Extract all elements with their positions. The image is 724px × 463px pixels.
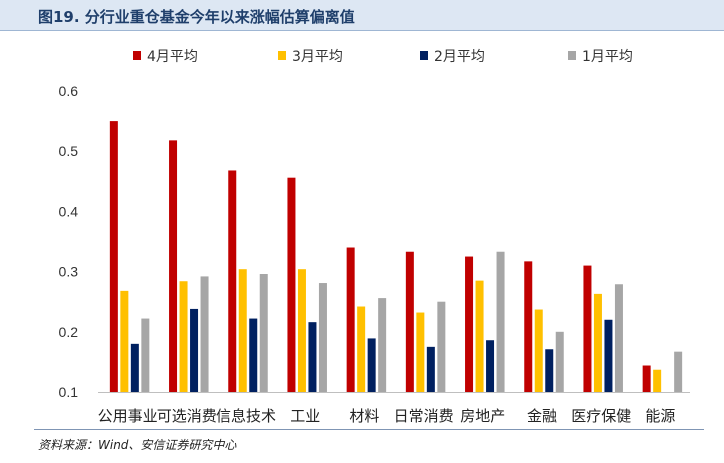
- bar: [228, 170, 237, 392]
- source-divider: [34, 429, 704, 430]
- y-tick-label: 0.6: [59, 83, 79, 99]
- bar: [583, 265, 592, 392]
- bar: [475, 280, 484, 392]
- legend-label: 2月平均: [434, 49, 485, 65]
- bar: [287, 177, 296, 392]
- y-tick-label: 0.5: [59, 143, 79, 159]
- bar: [141, 318, 150, 392]
- bar: [109, 121, 118, 392]
- figure-title: 图19. 分行业重仓基金今年以来涨幅估算偏离值: [38, 8, 355, 26]
- bar: [555, 331, 564, 392]
- bar: [169, 140, 178, 392]
- bar: [249, 318, 258, 392]
- bar: [426, 346, 435, 392]
- bar: [259, 274, 268, 392]
- bar: [200, 276, 209, 392]
- bar: [496, 251, 505, 392]
- bar: [130, 343, 139, 392]
- bar: [378, 298, 387, 392]
- x-tick-label: 房地产: [460, 407, 505, 425]
- source-note: 资料来源：Wind、安信证券研究中心: [38, 438, 237, 452]
- bar: [405, 251, 414, 392]
- bar: [367, 338, 376, 392]
- bar: [179, 281, 188, 392]
- bar: [357, 306, 366, 392]
- legend-label: 3月平均: [292, 49, 343, 65]
- bar: [614, 284, 623, 392]
- x-tick-label: 工业: [290, 407, 320, 425]
- bar: [465, 256, 474, 392]
- bar: [642, 365, 651, 392]
- title-bar: 图19. 分行业重仓基金今年以来涨幅估算偏离值: [0, 0, 724, 31]
- legend-label: 1月平均: [582, 49, 633, 65]
- x-tick-label: 信息技术: [216, 407, 276, 425]
- y-tick-label: 0.3: [59, 264, 79, 280]
- x-tick-label: 日常消费: [394, 407, 454, 425]
- legend-swatch: [420, 51, 428, 60]
- bar: [486, 340, 495, 392]
- bar: [545, 349, 554, 392]
- x-tick-label: 能源: [645, 407, 675, 425]
- legend-swatch: [278, 51, 286, 60]
- bar: [604, 319, 613, 392]
- x-tick-label: 可选消费: [157, 407, 217, 425]
- bar: [593, 293, 602, 392]
- bar: [534, 309, 543, 392]
- x-tick-label: 材料: [349, 407, 379, 425]
- legend-swatch: [568, 51, 576, 60]
- bar: [346, 247, 355, 392]
- x-tick-label: 公用事业: [98, 407, 158, 425]
- bar: [524, 261, 533, 392]
- bar: [120, 290, 129, 392]
- bar: [297, 269, 306, 392]
- y-tick-label: 0.4: [59, 203, 79, 219]
- bar: [674, 351, 683, 392]
- y-tick-label: 0.1: [59, 384, 79, 400]
- x-tick-label: 金融: [527, 407, 557, 425]
- legend-swatch: [133, 51, 141, 60]
- bar: [190, 308, 199, 392]
- bar: [238, 269, 247, 392]
- bar: [318, 283, 327, 392]
- bar: [416, 312, 425, 392]
- legend-label: 4月平均: [147, 49, 198, 65]
- bar: [308, 322, 317, 392]
- y-tick-label: 0.2: [59, 324, 79, 340]
- x-tick-label: 医疗保健: [571, 407, 631, 425]
- bar: [653, 369, 662, 392]
- bar: [437, 301, 446, 392]
